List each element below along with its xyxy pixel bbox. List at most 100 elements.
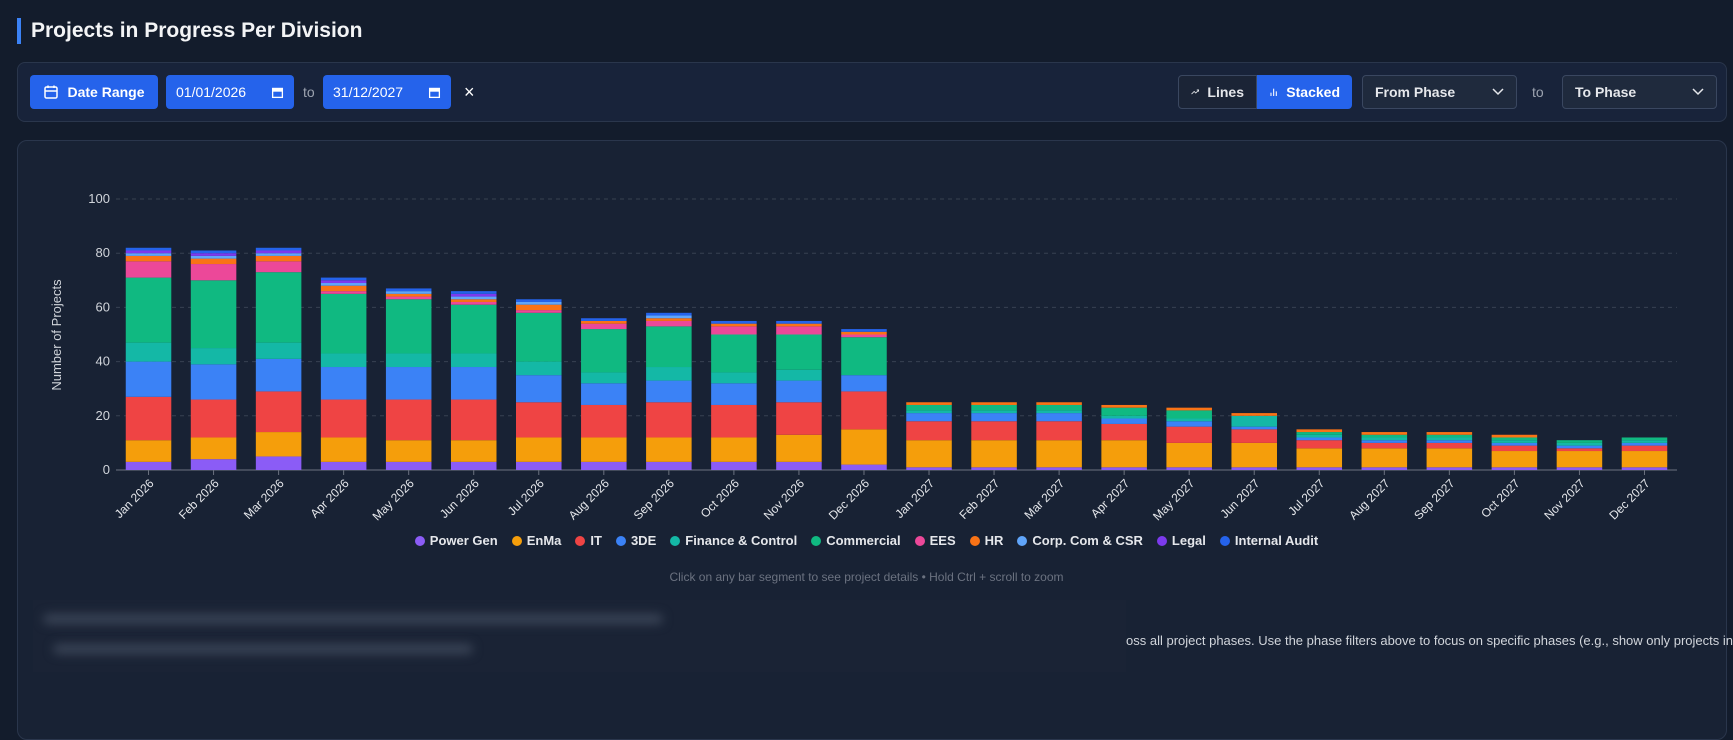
legend-item[interactable]: EnMa [511, 533, 562, 548]
bar-segment [841, 464, 887, 470]
bar-segment [581, 320, 627, 324]
page: {"header": {"title": "Projects in Progre… [17, 18, 1733, 740]
legend-item[interactable]: Legal [1156, 533, 1206, 548]
blurred-line [53, 644, 473, 654]
bar-segment [190, 255, 237, 259]
legend-label: 3DE [630, 533, 657, 548]
bar-segment [1296, 432, 1343, 435]
lines-button[interactable]: Lines [1178, 75, 1257, 109]
bar-segment [1036, 402, 1082, 405]
bar-segment [776, 323, 822, 327]
bar-segment [1361, 440, 1408, 443]
bar-segment [320, 293, 367, 354]
bar-segment [125, 255, 172, 262]
note-text: oss all project phases. Use the phase fi… [1126, 633, 1733, 648]
bar-segment [646, 402, 692, 438]
hint-text: Click on any bar segment to see project … [669, 570, 1064, 584]
y-axis-label: Number of Projects [49, 279, 64, 391]
bar-segment [1101, 418, 1147, 424]
bar-segment [255, 432, 302, 457]
bar-segment [711, 404, 757, 438]
bar-segment [1296, 429, 1343, 433]
bar-segment [971, 413, 1017, 422]
x-tick-label: Sep 2027 [1411, 476, 1457, 522]
bar-segment [1491, 451, 1538, 468]
bar-segment [320, 280, 367, 284]
bar-segment [1101, 467, 1147, 470]
start-date-input[interactable]: 01/01/2026 [166, 75, 294, 109]
lines-icon [1191, 89, 1200, 95]
bar-segment [1426, 432, 1473, 435]
legend-swatch [414, 535, 425, 546]
x-tick-label: Mar 2027 [1021, 476, 1067, 522]
to-phase-select[interactable]: To Phase [1562, 75, 1717, 109]
bar-segment [1556, 445, 1603, 449]
x-tick-label: Jun 2027 [1218, 476, 1263, 521]
bar-segment [1556, 440, 1603, 443]
blurred-region [33, 600, 1126, 672]
bar-segment [1361, 442, 1408, 449]
bar-segment [711, 383, 757, 405]
bar-segment [711, 372, 757, 384]
clear-button[interactable]: × [464, 82, 475, 102]
bar-segment [385, 353, 432, 368]
end-date-input[interactable]: 31/12/2027 [323, 75, 451, 109]
bar-segment [776, 380, 822, 403]
legend-item[interactable]: Finance & Control [670, 533, 797, 548]
legend-item[interactable]: HR [969, 533, 1003, 548]
button-label: Lines [1207, 84, 1244, 100]
bar-segment [1231, 467, 1277, 470]
bar-segment [841, 375, 887, 392]
x-tick-label: Aug 2026 [566, 476, 612, 522]
bar-segment [841, 329, 887, 332]
x-tick-label: Nov 2026 [761, 476, 807, 522]
bar-segment [255, 272, 302, 343]
bar-segment [255, 250, 302, 254]
bar-segment [1101, 423, 1147, 441]
bar-segment [1491, 467, 1538, 470]
bar-segment [971, 404, 1017, 411]
date-value: 01/01/2026 [176, 84, 247, 100]
bar-segment [125, 247, 172, 251]
bar-segment [255, 261, 302, 273]
bar-segment [776, 320, 822, 324]
x-tick-label: Jul 2027 [1285, 476, 1327, 518]
bar-segment [125, 361, 172, 397]
chevron-icon [1492, 88, 1504, 96]
bar-segment [1491, 434, 1538, 438]
bar-segment [320, 285, 367, 292]
legend-item[interactable]: 3DE [615, 533, 657, 548]
legend-label: EnMa [526, 533, 562, 548]
bar-segment [1621, 442, 1668, 446]
legend-label: Power Gen [429, 533, 498, 548]
bar-segment [711, 334, 757, 373]
bar-segment [1231, 426, 1277, 430]
bar-segment [1621, 445, 1668, 452]
from-phase-select[interactable]: From Phase [1362, 75, 1517, 109]
bar-segment [1101, 440, 1147, 468]
bar-segment [841, 334, 887, 338]
bar-segment [646, 461, 692, 470]
legend-item[interactable]: Commercial [811, 533, 901, 548]
select-label: From Phase [1375, 84, 1456, 100]
bar-segment [385, 296, 432, 300]
legend-item[interactable]: Corp. Com & CSR [1017, 533, 1143, 548]
x-tick-label: Jul 2026 [505, 476, 547, 518]
bar-segment [1036, 413, 1082, 422]
bar-segment [516, 299, 562, 302]
bar-segment [841, 429, 887, 465]
bar-segment [190, 280, 237, 349]
legend-item[interactable]: Power Gen [414, 533, 498, 548]
button-label: Stacked [1286, 84, 1340, 100]
legend-item[interactable]: IT [575, 533, 602, 548]
legend-item[interactable]: Internal Audit [1219, 533, 1318, 548]
date-range-button[interactable]: Date Range [30, 75, 158, 109]
legend-item[interactable]: EES [914, 533, 956, 548]
bar-segment [1166, 418, 1212, 422]
x-tick-label: Sep 2026 [631, 476, 677, 522]
bar-segment [1296, 434, 1343, 438]
stacked-button[interactable]: Stacked [1257, 75, 1352, 109]
bar-segment [516, 310, 562, 313]
bar-segment [190, 253, 237, 256]
bar-segment [1426, 437, 1473, 441]
